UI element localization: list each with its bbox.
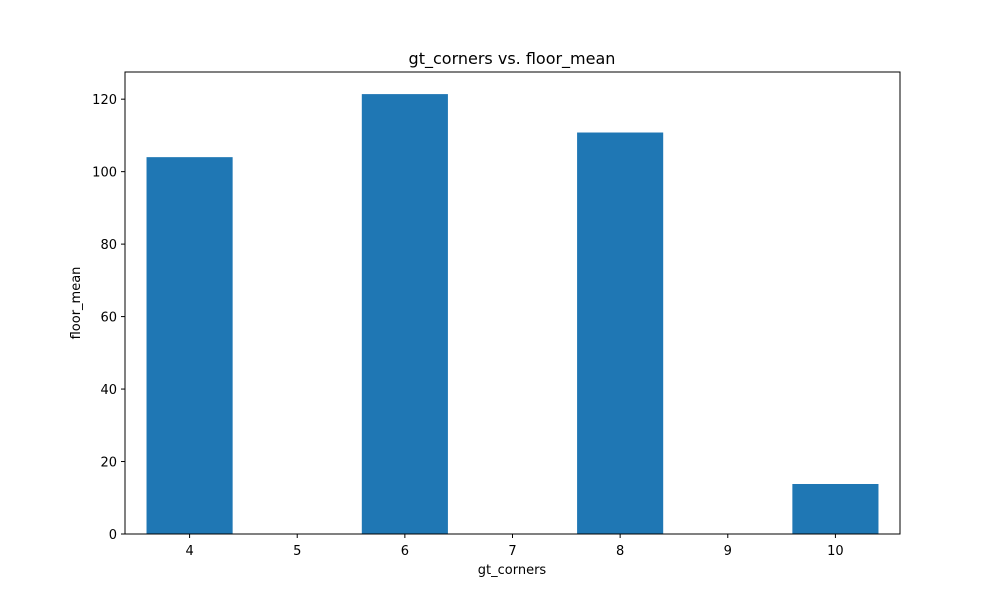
bar-6	[361, 94, 448, 535]
x-tick-label: 10	[827, 544, 844, 559]
y-tick-label: 60	[100, 311, 117, 326]
y-tick-label: 20	[100, 456, 117, 471]
x-tick-label: 9	[724, 544, 732, 559]
y-tick-label: 0	[109, 528, 117, 543]
chart-title: gt_corners vs. floor_mean	[409, 49, 616, 69]
bars-group	[146, 94, 879, 535]
y-tick-label: 120	[92, 93, 117, 108]
y-tick-label: 100	[92, 166, 117, 181]
y-axis-label: floor_mean	[69, 267, 84, 340]
bar-4	[146, 157, 233, 534]
y-tick-label: 40	[100, 383, 117, 398]
plot-frame	[124, 71, 901, 535]
y-axis-ticks: 0 20 40 60 80 100 120	[92, 93, 125, 543]
x-axis-ticks: 4 5 6 7 8 9 10	[185, 534, 844, 559]
x-tick-label: 6	[401, 544, 409, 559]
x-tick-label: 7	[508, 544, 516, 559]
y-tick-label: 80	[100, 238, 117, 253]
x-axis-label: gt_corners	[478, 563, 547, 578]
x-tick-label: 4	[185, 544, 193, 559]
bar-8	[577, 132, 664, 534]
x-tick-label: 5	[293, 544, 301, 559]
bar-10	[792, 483, 879, 534]
x-tick-label: 8	[616, 544, 624, 559]
